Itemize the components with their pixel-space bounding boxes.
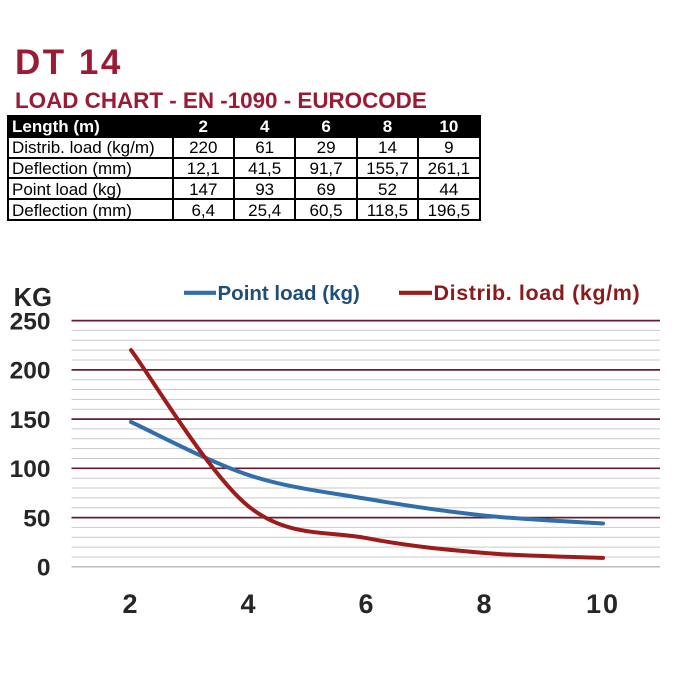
svg-text:KG: KG: [14, 284, 52, 312]
svg-text:50: 50: [23, 505, 50, 532]
svg-text:6: 6: [358, 589, 375, 619]
svg-text:250: 250: [10, 308, 51, 335]
svg-text:200: 200: [10, 358, 51, 385]
svg-text:Point load (kg): Point load (kg): [218, 282, 360, 305]
svg-text:4: 4: [240, 589, 257, 619]
svg-text:150: 150: [10, 407, 51, 434]
svg-text:Distrib. load (kg/m): Distrib. load (kg/m): [434, 281, 641, 305]
svg-text:8: 8: [476, 589, 493, 619]
svg-text:10: 10: [586, 589, 620, 619]
svg-text:2: 2: [122, 589, 139, 619]
svg-text:0: 0: [37, 555, 51, 582]
svg-text:100: 100: [10, 456, 51, 483]
